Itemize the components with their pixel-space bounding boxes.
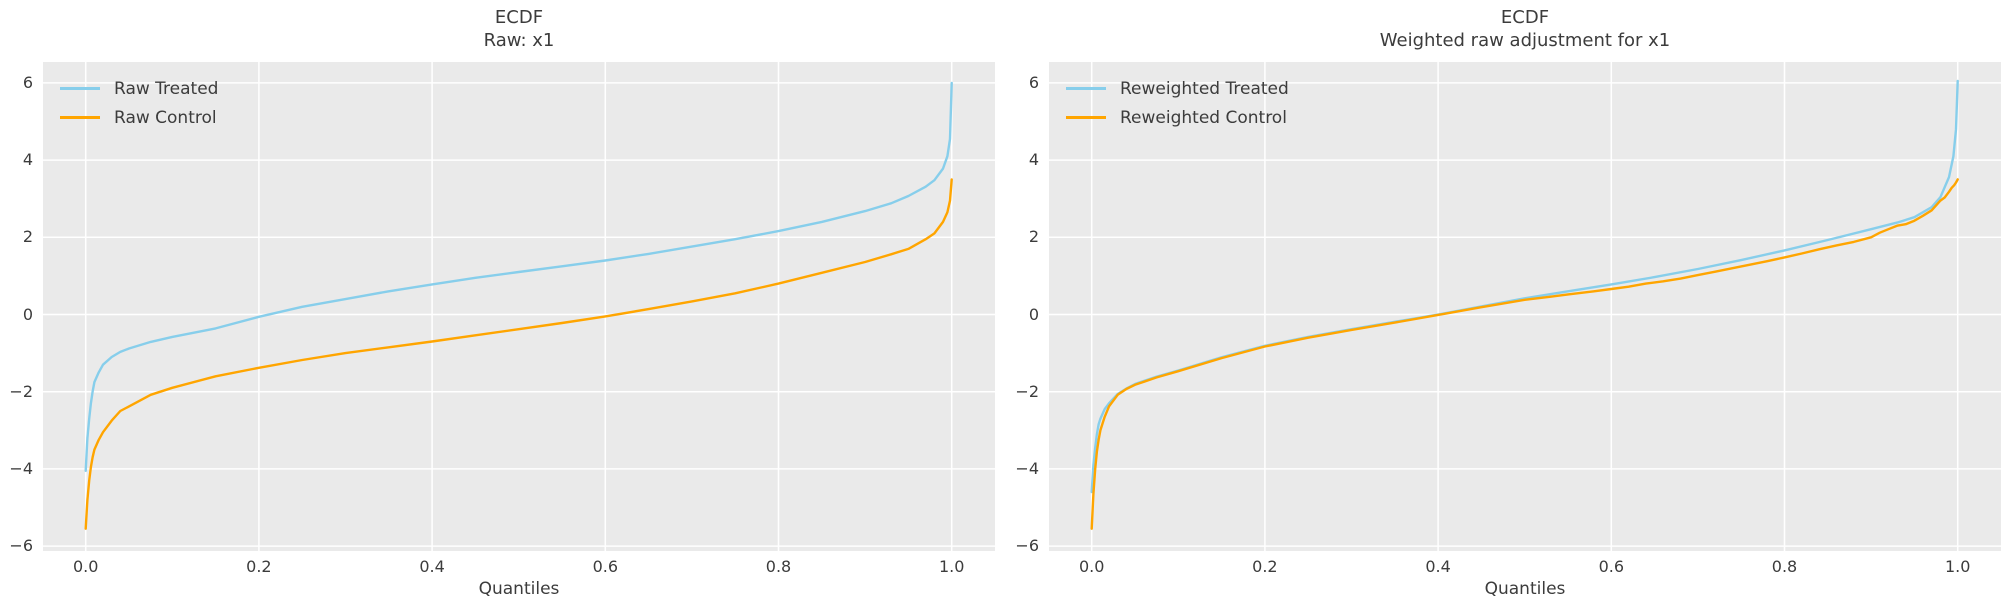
legend-item-raw-control: Raw Control: [60, 103, 218, 132]
x-tick-label: 0.2: [246, 557, 272, 576]
chart-canvas: [43, 62, 995, 551]
x-tick-label: 0.6: [1598, 557, 1625, 576]
legend: Raw Treated Raw Control: [60, 74, 218, 132]
plot-area: [43, 62, 995, 551]
plot-title: ECDF Raw: x1: [43, 6, 995, 52]
y-tick-label: 0: [22, 304, 33, 324]
x-tick-label: 0.8: [1771, 557, 1798, 576]
x-tick-label: 0.4: [1425, 557, 1451, 576]
y-tick-label: 4: [22, 150, 33, 170]
y-tick-label: −6: [9, 536, 33, 556]
treated-line-swatch: [60, 87, 100, 90]
control-line-swatch: [1066, 116, 1106, 119]
legend-label: Raw Control: [114, 107, 217, 128]
y-tick-label: −2: [9, 381, 33, 401]
y-tick-label: −2: [1015, 381, 1039, 401]
y-tick-label: 6: [22, 72, 33, 92]
y-tick-label: −6: [1015, 536, 1039, 556]
x-tick-label: 0.8: [765, 557, 792, 576]
legend-item-reweighted-treated: Reweighted Treated: [1066, 74, 1289, 103]
legend-label: Raw Treated: [114, 78, 219, 99]
x-tick-label: 1.0: [1944, 557, 1971, 576]
plot-title: ECDF Weighted raw adjustment for x1: [1049, 6, 2001, 52]
x-tick-label: 0.0: [1078, 557, 1105, 576]
y-tick-label: 0: [1028, 304, 1039, 324]
legend-label: Reweighted Treated: [1120, 78, 1289, 99]
x-tick-label: 0.2: [1252, 557, 1278, 576]
plot-title-line1: ECDF: [494, 7, 544, 28]
legend-label: Reweighted Control: [1120, 107, 1287, 128]
legend-item-raw-treated: Raw Treated: [60, 74, 218, 103]
x-tick-label: 1.0: [938, 557, 965, 576]
x-tick-label: 0.4: [419, 557, 445, 576]
legend: Reweighted Treated Reweighted Control: [1066, 74, 1289, 132]
y-tick-label: 2: [22, 227, 33, 247]
y-tick-label: −4: [1015, 458, 1039, 478]
x-axis-label: Quantiles: [1484, 579, 1566, 599]
plot-title-line2: Weighted raw adjustment for x1: [1379, 30, 1671, 51]
x-tick-label: 0.0: [72, 557, 99, 576]
y-tick-label: 4: [1028, 150, 1039, 170]
plot-raw: ECDF Raw: x1 Raw Treated Raw Control Qua…: [9, 7, 995, 599]
x-axis-label: Quantiles: [478, 579, 560, 599]
x-tick-label: 0.6: [592, 557, 619, 576]
y-tick-label: 6: [1028, 72, 1039, 92]
treated-line-swatch: [1066, 87, 1106, 90]
legend-item-reweighted-control: Reweighted Control: [1066, 103, 1289, 132]
control-line-swatch: [60, 116, 100, 119]
plot-title-line1: ECDF: [1500, 7, 1550, 28]
y-tick-label: 2: [1028, 227, 1039, 247]
y-tick-label: −4: [9, 458, 33, 478]
plot-area: [1049, 62, 2001, 551]
plot-weighted: ECDF Weighted raw adjustment for x1 Rewe…: [1015, 7, 2001, 599]
plot-title-line2: Raw: x1: [483, 30, 555, 51]
chart-canvas: [1049, 62, 2001, 551]
